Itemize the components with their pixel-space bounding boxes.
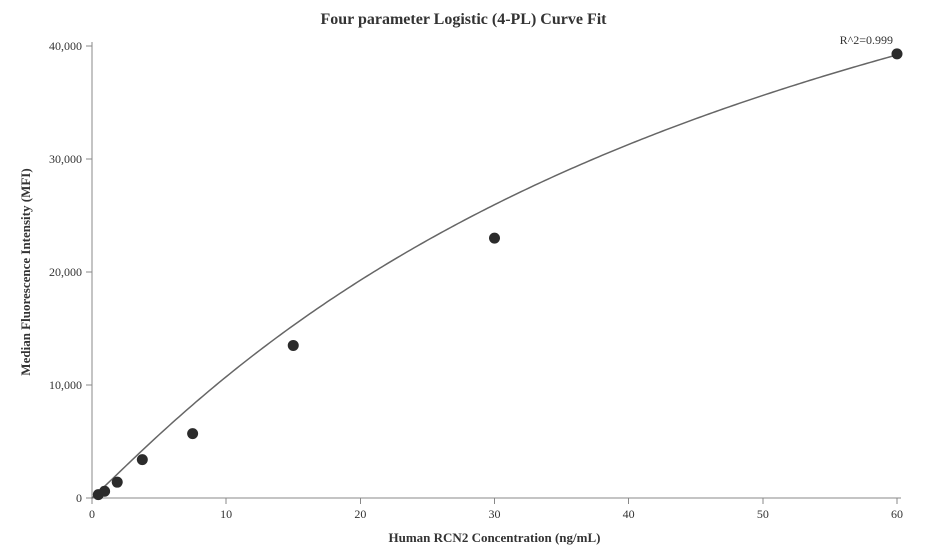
chart-title: Four parameter Logistic (4-PL) Curve Fit	[320, 11, 607, 28]
data-point	[99, 486, 110, 497]
y-tick-label: 10,000	[49, 378, 82, 392]
data-point	[112, 477, 123, 488]
x-tick-label: 30	[489, 507, 501, 521]
data-point	[288, 340, 299, 351]
data-point	[187, 428, 198, 439]
x-tick-label: 40	[623, 507, 635, 521]
x-tick-label: 0	[89, 507, 95, 521]
data-point	[137, 454, 148, 465]
y-tick-label: 0	[76, 491, 82, 505]
x-axis-label: Human RCN2 Concentration (ng/mL)	[389, 530, 601, 545]
chart-container: Four parameter Logistic (4-PL) Curve Fit…	[0, 0, 927, 560]
fit-curve	[92, 55, 897, 498]
x-tick-label: 20	[354, 507, 366, 521]
r-squared-annotation: R^2=0.999	[840, 33, 893, 47]
data-point	[892, 48, 903, 59]
y-tick-label: 30,000	[49, 152, 82, 166]
y-axis-label: Median Fluorescence Intensity (MFI)	[18, 168, 33, 375]
curve-fit-chart: Four parameter Logistic (4-PL) Curve Fit…	[0, 0, 927, 560]
y-tick-label: 40,000	[49, 39, 82, 53]
x-tick-label: 60	[891, 507, 903, 521]
y-tick-label: 20,000	[49, 265, 82, 279]
x-tick-label: 10	[220, 507, 232, 521]
x-tick-label: 50	[757, 507, 769, 521]
data-point	[489, 233, 500, 244]
